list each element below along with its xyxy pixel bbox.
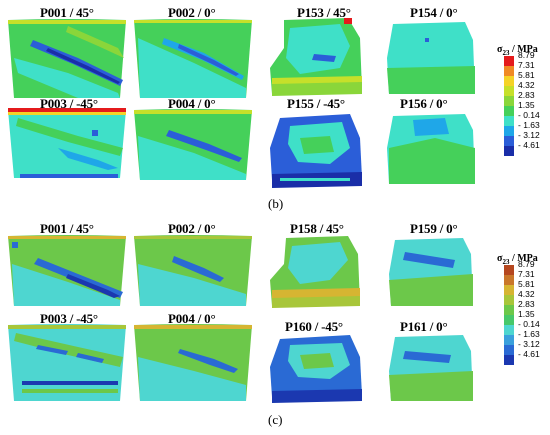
- contour-p160-c: [270, 335, 362, 403]
- contour-p003-c: [8, 324, 126, 401]
- label-p154-b: P154 / 0°: [410, 5, 458, 20]
- label-p004-c: P004 / 0°: [168, 311, 216, 326]
- legend-bar-b-cell-9: [504, 146, 514, 156]
- legend-bar-c-cell-3: [504, 295, 514, 305]
- legend-bar-b: [504, 56, 514, 156]
- legend-tick-b-3: 4.32: [518, 80, 535, 90]
- label-p004-b: P004 / 0°: [168, 96, 216, 111]
- label-p003-b: P003 / -45°: [40, 96, 98, 111]
- legend-tick-b-9: - 4.61: [518, 140, 540, 150]
- contour-p003-b: [8, 108, 126, 178]
- legend-title-c: σ23 / MPa: [497, 253, 538, 266]
- legend-tick-b-6: - 0.14: [518, 110, 540, 120]
- legend-tick-c-0: 8.79: [518, 259, 535, 269]
- legend-tick-c-5: 1.35: [518, 309, 535, 319]
- label-p003-c: P003 / -45°: [40, 311, 98, 326]
- contour-p002-c: [134, 235, 252, 306]
- legend-tick-c-7: - 1.63: [518, 329, 540, 339]
- label-p002-c: P002 / 0°: [168, 221, 216, 236]
- legend-bar-c-cell-1: [504, 275, 514, 285]
- legend-bar-b-cell-7: [504, 126, 514, 136]
- legend-tick-b-0: 8.79: [518, 50, 535, 60]
- legend-tick-b-5: 1.35: [518, 100, 535, 110]
- legend-tick-b-4: 2.83: [518, 90, 535, 100]
- contour-p153-b: [270, 18, 362, 96]
- label-p161-c: P161 / 0°: [400, 319, 448, 334]
- sublabel-c: (c): [268, 412, 283, 427]
- label-p156-b: P156 / 0°: [400, 96, 448, 111]
- legend-bar-c-cell-7: [504, 335, 514, 345]
- contour-p004-b: [134, 109, 252, 180]
- legend-bar-c-cell-4: [504, 305, 514, 315]
- label-p155-b: P155 / -45°: [287, 96, 345, 111]
- legend-tick-b-2: 5.81: [518, 70, 535, 80]
- label-p158-c: P158 / 45°: [290, 221, 344, 236]
- label-p001-b: P001 / 45°: [40, 5, 94, 20]
- contour-p154-b: [387, 22, 475, 94]
- legend-bar-b-cell-5: [504, 106, 514, 116]
- label-p153-b: P153 / 45°: [297, 5, 351, 20]
- contour-p002-b: [134, 19, 252, 98]
- contour-p158-c: [270, 236, 360, 308]
- legend-tick-c-3: 4.32: [518, 289, 535, 299]
- legend-bar-c: [504, 265, 514, 365]
- legend-bar-b-cell-0: [504, 56, 514, 66]
- legend-bar-c-cell-2: [504, 285, 514, 295]
- legend-bar-b-cell-4: [504, 96, 514, 106]
- label-p002-b: P002 / 0°: [168, 5, 216, 20]
- legend-bar-c-cell-6: [504, 325, 514, 335]
- legend-tick-c-9: - 4.61: [518, 349, 540, 359]
- legend-bar-b-cell-1: [504, 66, 514, 76]
- legend-bar-b-cell-3: [504, 86, 514, 96]
- contour-p001-b: [8, 19, 126, 98]
- legend-bar-c-cell-9: [504, 355, 514, 365]
- label-p159-c: P159 / 0°: [410, 221, 458, 236]
- contour-p156-b: [387, 114, 475, 184]
- contour-p159-c: [389, 238, 473, 306]
- legend-bar-c-cell-8: [504, 345, 514, 355]
- legend-tick-b-8: - 3.12: [518, 130, 540, 140]
- legend-bar-b-cell-8: [504, 136, 514, 146]
- sublabel-b: (b): [268, 196, 284, 211]
- legend-tick-c-1: 7.31: [518, 269, 535, 279]
- label-p001-c: P001 / 45°: [40, 221, 94, 236]
- legend-tick-b-7: - 1.63: [518, 120, 540, 130]
- legend-bar-c-cell-0: [504, 265, 514, 275]
- legend-bar-b-cell-6: [504, 116, 514, 126]
- legend-tick-c-2: 5.81: [518, 279, 535, 289]
- legend-tick-c-4: 2.83: [518, 299, 535, 309]
- legend-bar-b-cell-2: [504, 76, 514, 86]
- contour-p004-c: [134, 324, 252, 401]
- contour-p155-b: [270, 114, 362, 188]
- contour-p161-c: [389, 335, 473, 401]
- legend-tick-c-6: - 0.14: [518, 319, 540, 329]
- contour-p001-c: [8, 235, 126, 306]
- legend-tick-c-8: - 3.12: [518, 339, 540, 349]
- legend-title-b: σ23 / MPa: [497, 44, 538, 57]
- legend-bar-c-cell-5: [504, 315, 514, 325]
- legend-tick-b-1: 7.31: [518, 60, 535, 70]
- label-p160-c: P160 / -45°: [285, 319, 343, 334]
